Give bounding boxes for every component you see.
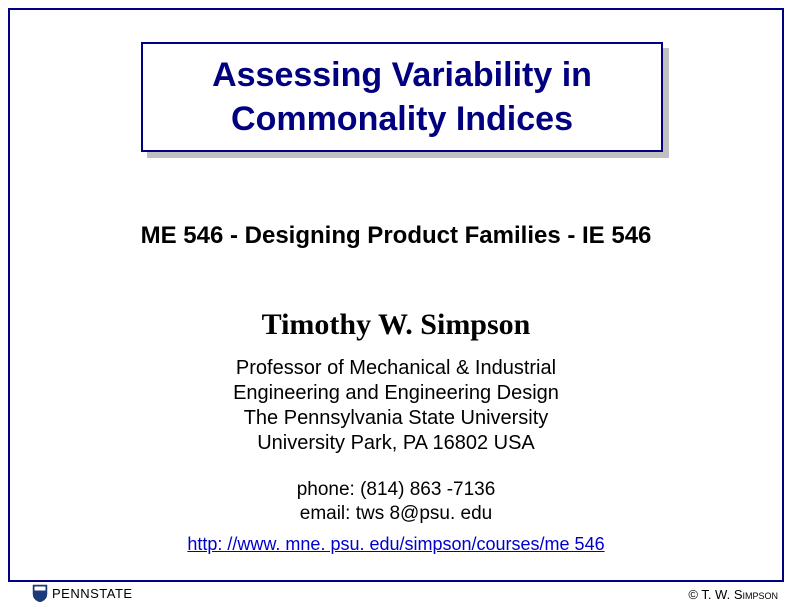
affiliation-line-3: The Pennsylvania State University bbox=[0, 406, 792, 431]
contact-phone: phone: (814) 863 -7136 bbox=[0, 478, 792, 502]
course-url-link[interactable]: http: //www. mne. psu. edu/simpson/cours… bbox=[187, 534, 604, 554]
affiliation-line-2: Engineering and Engineering Design bbox=[0, 381, 792, 406]
footer-right: © T. W. Simpson bbox=[688, 587, 778, 602]
title-line-2: Commonality Indices bbox=[231, 97, 573, 141]
url-line: http: //www. mne. psu. edu/simpson/cours… bbox=[0, 534, 792, 555]
affiliation-line-4: University Park, PA 16802 USA bbox=[0, 431, 792, 456]
contact-block: phone: (814) 863 -7136 email: tws 8@psu.… bbox=[0, 478, 792, 526]
author-name: Timothy W. Simpson bbox=[0, 308, 792, 342]
affiliation-line-1: Professor of Mechanical & Industrial bbox=[0, 356, 792, 381]
contact-email: email: tws 8@psu. edu bbox=[0, 502, 792, 526]
title-box: Assessing Variability in Commonality Ind… bbox=[141, 42, 663, 152]
affiliation-block: Professor of Mechanical & Industrial Eng… bbox=[0, 356, 792, 456]
shield-icon bbox=[32, 584, 48, 602]
footer-left-text: PENNSTATE bbox=[52, 586, 133, 601]
footer-left: PENNSTATE bbox=[32, 584, 133, 602]
title-line-1: Assessing Variability in bbox=[212, 53, 592, 97]
course-line: ME 546 - Designing Product Families - IE… bbox=[0, 222, 792, 250]
